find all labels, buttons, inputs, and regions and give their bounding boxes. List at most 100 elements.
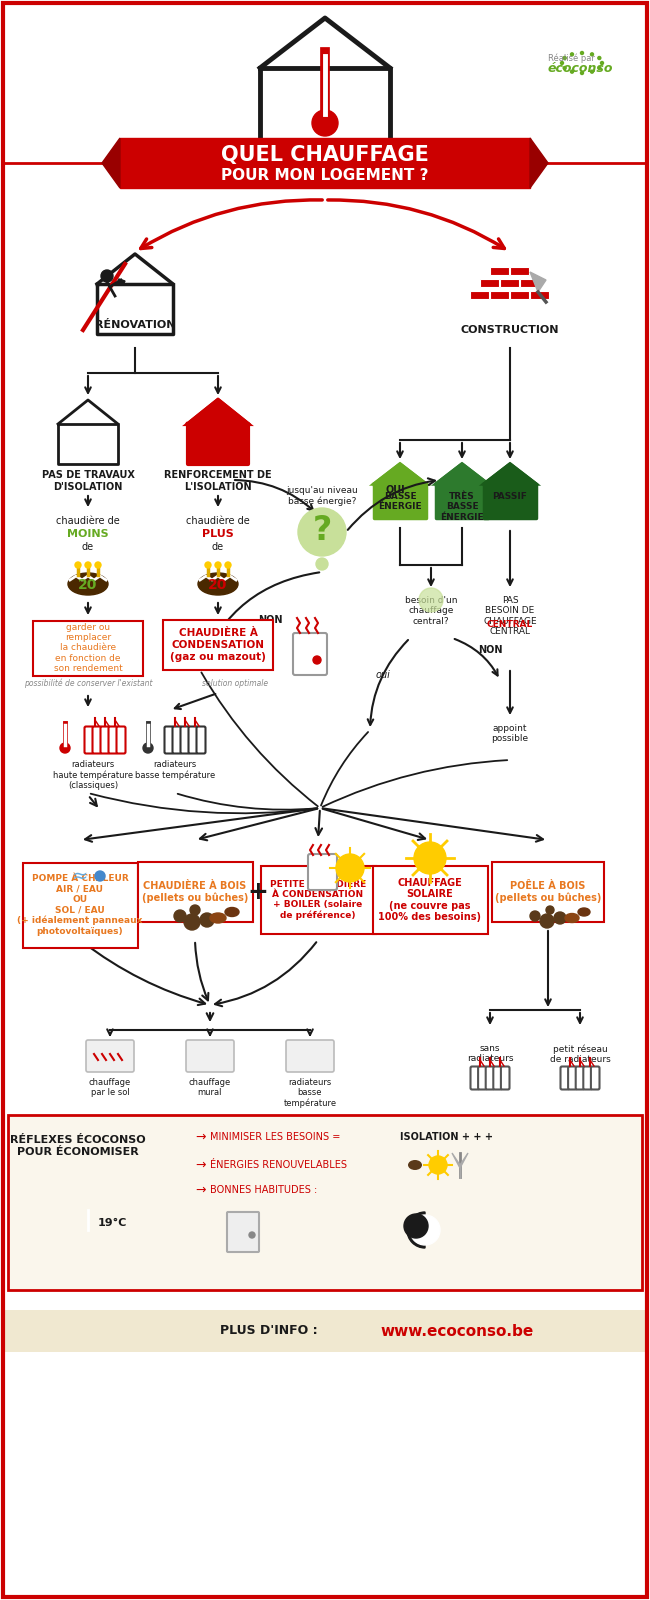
Text: besoin d'un
chauffage
central?: besoin d'un chauffage central? (405, 595, 457, 626)
Circle shape (143, 742, 153, 754)
Polygon shape (188, 400, 248, 424)
Circle shape (571, 70, 573, 74)
Circle shape (95, 562, 101, 568)
Polygon shape (374, 464, 426, 483)
Text: possibilité de conserver l'existant: possibilité de conserver l'existant (24, 678, 152, 688)
Circle shape (554, 912, 566, 925)
Ellipse shape (578, 909, 590, 915)
Text: +: + (248, 880, 268, 904)
FancyBboxPatch shape (109, 726, 118, 754)
Circle shape (571, 53, 573, 56)
Text: jusqu'au niveau
basse énergie?: jusqu'au niveau basse énergie? (286, 486, 358, 506)
Text: ?: ? (313, 514, 332, 547)
Circle shape (429, 1155, 447, 1174)
Circle shape (249, 1232, 255, 1238)
Circle shape (540, 914, 554, 928)
Text: chauffage
mural: chauffage mural (189, 1078, 231, 1098)
Text: RÉFLEXES ÉCOCONSO
POUR ÉCONOMISER: RÉFLEXES ÉCOCONSO POUR ÉCONOMISER (10, 1134, 146, 1157)
FancyBboxPatch shape (478, 1067, 487, 1090)
FancyBboxPatch shape (181, 726, 190, 754)
Ellipse shape (198, 573, 238, 595)
FancyBboxPatch shape (583, 1067, 592, 1090)
Circle shape (560, 61, 564, 64)
Polygon shape (260, 18, 390, 67)
Circle shape (563, 67, 566, 69)
Polygon shape (530, 272, 546, 291)
Wedge shape (407, 1213, 425, 1248)
Bar (470, 291, 489, 299)
Bar (520, 278, 539, 286)
Circle shape (101, 270, 113, 282)
Text: PLUS: PLUS (202, 530, 234, 539)
FancyBboxPatch shape (172, 726, 181, 754)
Circle shape (75, 562, 81, 568)
Text: baisser la température
la nuit et en cas d'absence: baisser la température la nuit et en cas… (378, 1251, 491, 1270)
Text: 20: 20 (78, 578, 98, 592)
Circle shape (590, 70, 593, 74)
Text: 20: 20 (208, 578, 227, 592)
Polygon shape (530, 138, 548, 187)
Polygon shape (436, 464, 488, 483)
FancyBboxPatch shape (23, 862, 138, 947)
Text: ISOLATION + + +: ISOLATION + + + (400, 1133, 493, 1142)
FancyBboxPatch shape (471, 1067, 479, 1090)
Circle shape (404, 1214, 428, 1238)
FancyBboxPatch shape (92, 726, 101, 754)
Text: →: → (195, 1131, 205, 1144)
Ellipse shape (68, 573, 108, 595)
Bar (500, 278, 519, 286)
Text: RÉNOVATION: RÉNOVATION (95, 320, 176, 330)
Circle shape (215, 562, 221, 568)
Circle shape (601, 61, 603, 64)
Text: garder ou
remplacer
la chaudière
en fonction de
son rendement: garder ou remplacer la chaudière en fonc… (53, 622, 122, 674)
Text: CONSTRUCTION: CONSTRUCTION (461, 325, 559, 334)
Text: ≈: ≈ (72, 867, 88, 885)
Text: radiateurs
haute température
(classiques): radiateurs haute température (classiques… (53, 760, 133, 790)
Ellipse shape (225, 907, 239, 917)
Circle shape (598, 67, 601, 69)
Circle shape (83, 1229, 93, 1238)
Circle shape (410, 1214, 440, 1245)
Text: www.ecoconso.be: www.ecoconso.be (380, 1323, 533, 1339)
Polygon shape (436, 483, 488, 518)
Polygon shape (102, 138, 120, 187)
Circle shape (414, 842, 446, 874)
Text: solution optimale: solution optimale (202, 678, 268, 688)
Polygon shape (260, 67, 390, 149)
FancyBboxPatch shape (164, 726, 174, 754)
Circle shape (546, 906, 554, 914)
Text: PASSIF: PASSIF (493, 493, 527, 501)
FancyBboxPatch shape (33, 621, 143, 675)
Bar (490, 291, 509, 299)
Circle shape (419, 587, 443, 611)
Text: de: de (82, 542, 94, 552)
Ellipse shape (565, 914, 579, 923)
Text: CHAUDIÈRE À BOIS
(pellets ou bûches): CHAUDIÈRE À BOIS (pellets ou bûches) (142, 882, 248, 902)
Circle shape (60, 742, 70, 754)
Polygon shape (484, 464, 536, 483)
Bar (490, 267, 509, 275)
Text: MOINS: MOINS (67, 530, 109, 539)
FancyBboxPatch shape (84, 726, 94, 754)
FancyBboxPatch shape (293, 634, 327, 675)
Text: POÊLE À BOIS
(pellets ou bûches): POÊLE À BOIS (pellets ou bûches) (495, 882, 601, 902)
FancyBboxPatch shape (163, 619, 273, 670)
Circle shape (530, 910, 540, 922)
Circle shape (298, 509, 346, 557)
Text: chauffage
par le sol: chauffage par le sol (89, 1078, 131, 1098)
Bar (8, 1115, 642, 1290)
Text: chaudière de: chaudière de (186, 515, 250, 526)
FancyBboxPatch shape (308, 854, 337, 890)
Text: PLUS D'INFO :: PLUS D'INFO : (220, 1325, 322, 1338)
Bar (530, 291, 549, 299)
Text: RENFORCEMENT DE
L'ISOLATION: RENFORCEMENT DE L'ISOLATION (164, 470, 272, 491)
Text: TRÈS
BASSE
ÉNERGIE: TRÈS BASSE ÉNERGIE (440, 493, 484, 522)
FancyBboxPatch shape (560, 1067, 569, 1090)
FancyBboxPatch shape (568, 1067, 577, 1090)
Circle shape (313, 656, 321, 664)
Bar (3, 1310, 647, 1352)
Circle shape (174, 910, 186, 922)
FancyBboxPatch shape (486, 1067, 494, 1090)
Text: appoint
possible: appoint possible (491, 723, 528, 744)
FancyBboxPatch shape (196, 726, 205, 754)
